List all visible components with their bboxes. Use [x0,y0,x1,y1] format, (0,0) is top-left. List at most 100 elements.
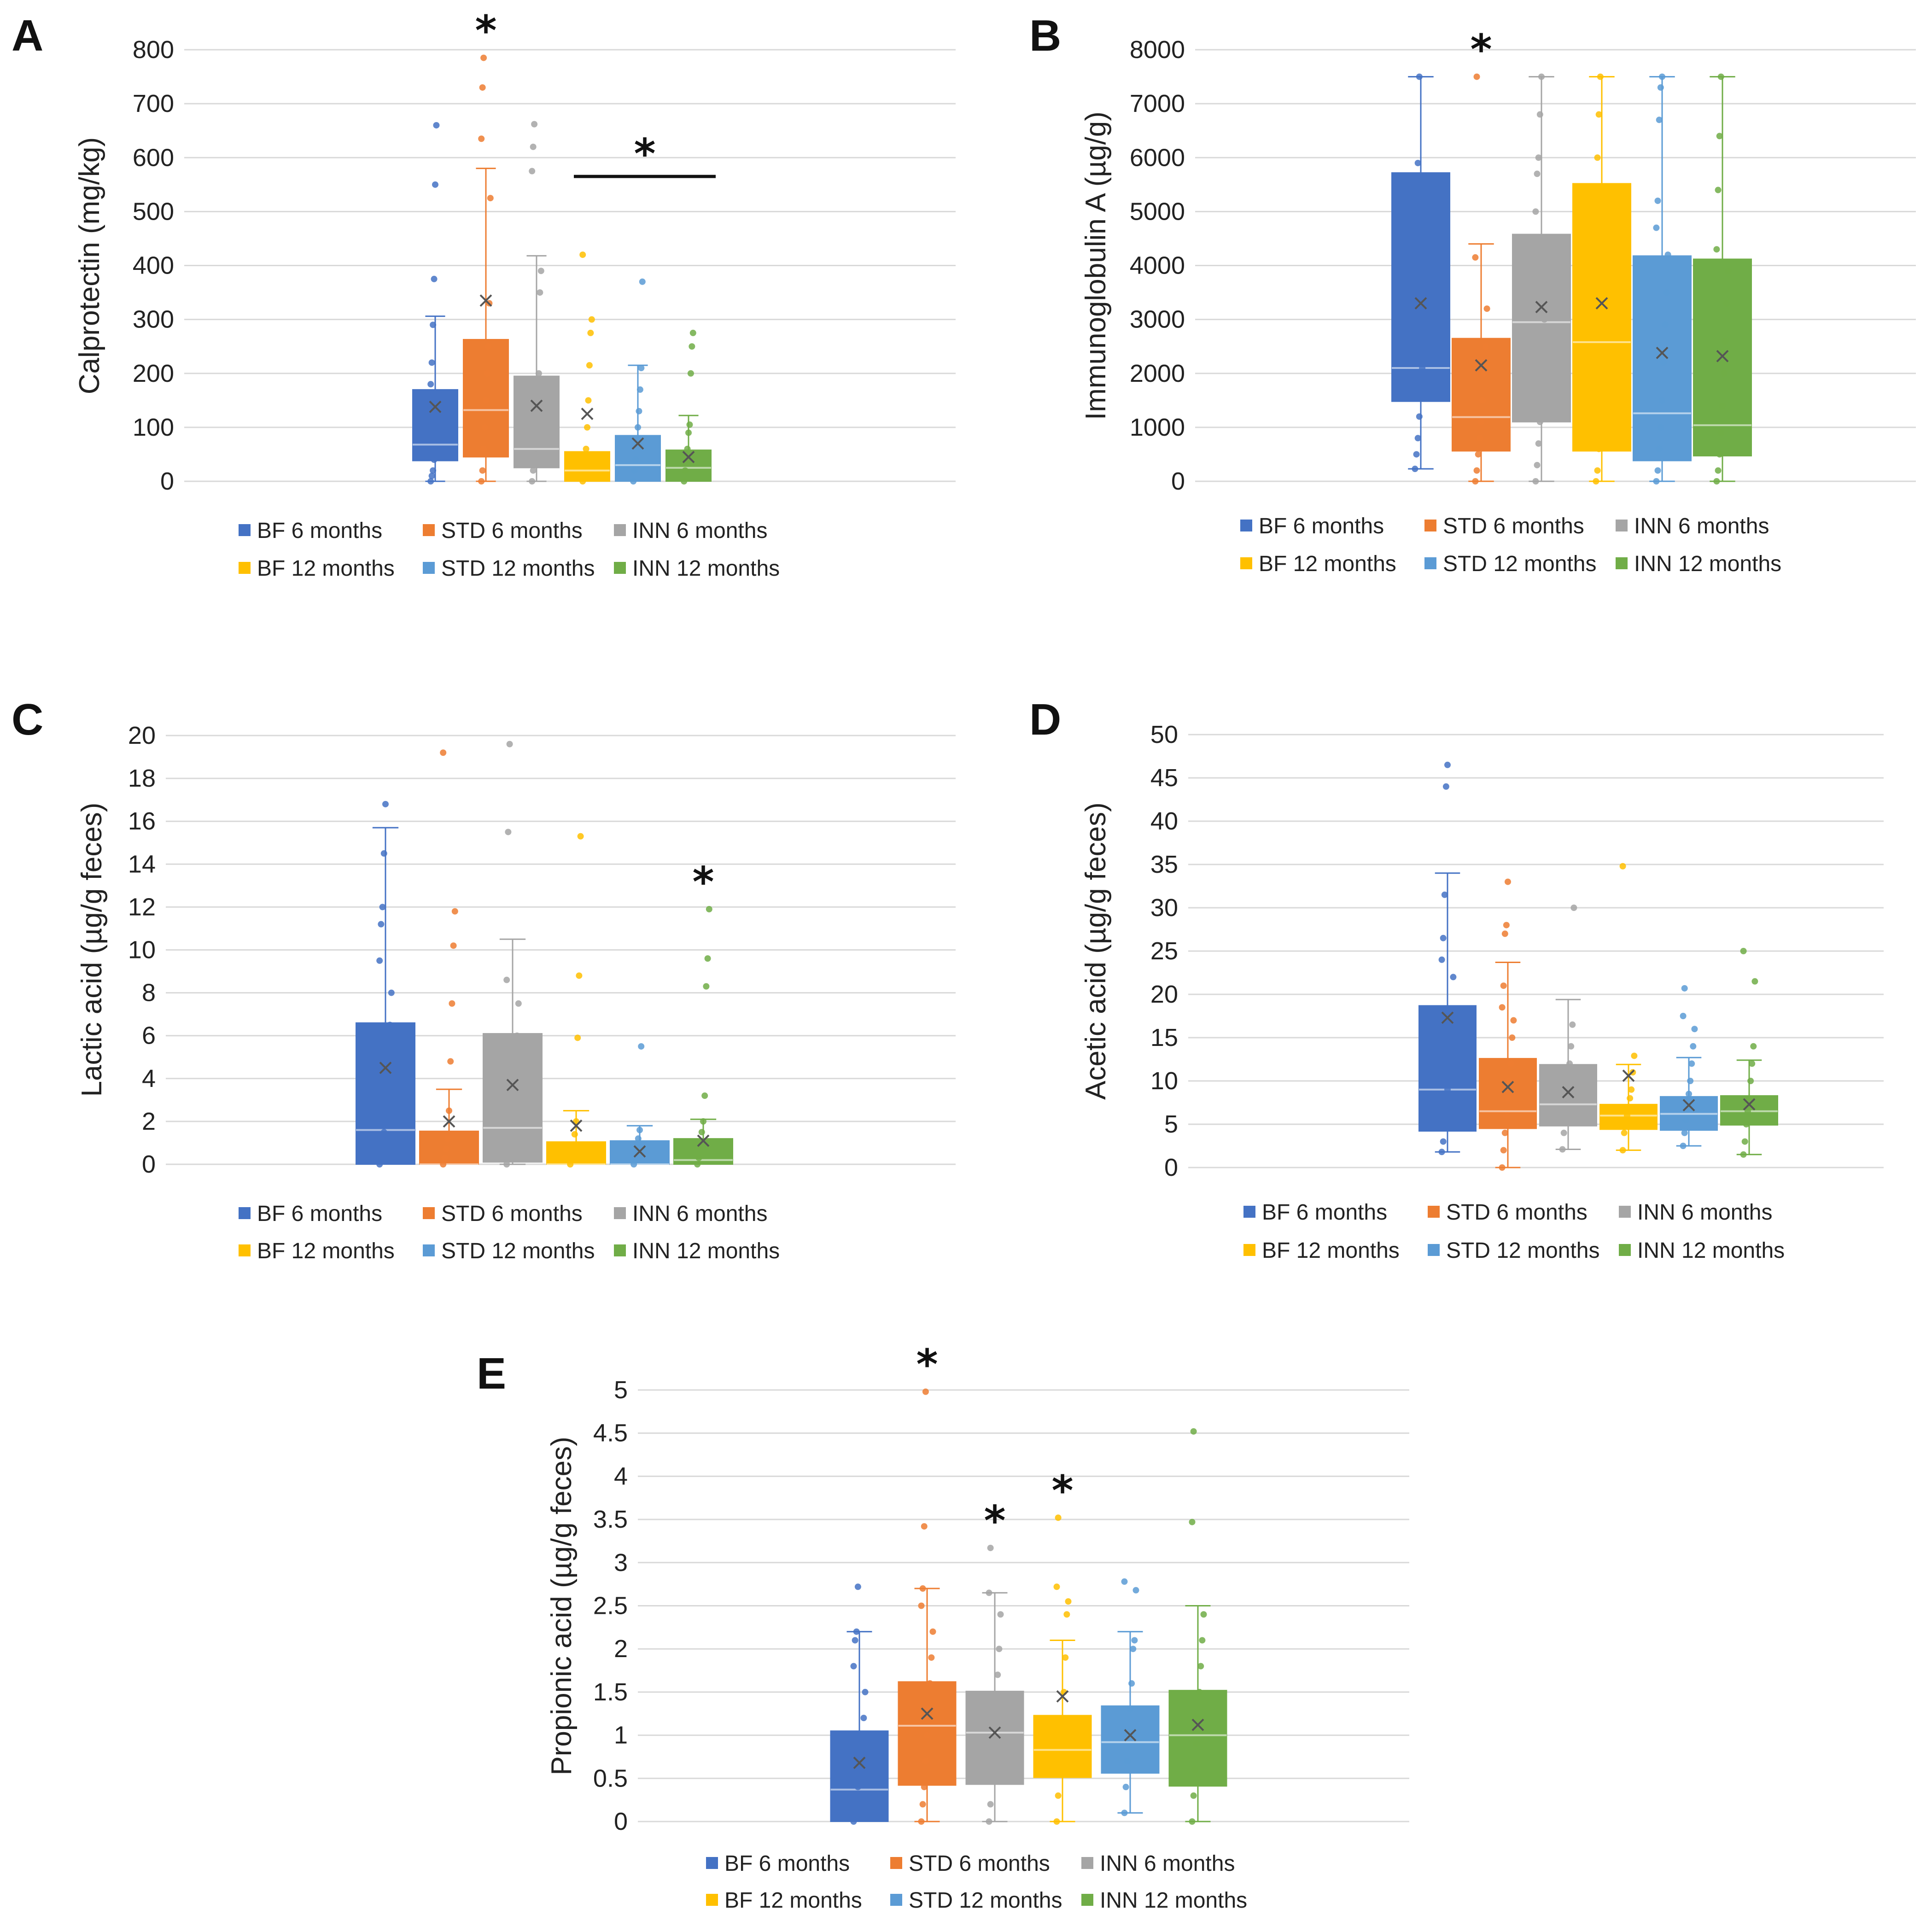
data-point [532,435,539,442]
legend-swatch [1081,1894,1093,1906]
data-point [1442,783,1449,790]
data-point [1713,246,1720,253]
data-point [1691,1026,1698,1033]
significance-star: * [634,130,655,178]
data-point [1199,1637,1206,1644]
data-point [1422,310,1429,317]
data-point [1128,1680,1135,1687]
legend-swatch [614,1244,626,1256]
series-5 [1720,948,1778,1158]
data-point [996,1646,1003,1653]
legend-swatch [706,1894,718,1906]
panel-b: B 0 1000 2000 3000 4000 5000 6000 7000 8000 Immuno… [1029,11,1916,576]
data-point [1597,73,1604,80]
data-point [1196,1688,1203,1695]
data-point [433,435,440,442]
data-point [1483,305,1490,312]
data-point [922,1388,929,1395]
data-point [1747,1078,1754,1084]
legend-swatch [1243,1244,1255,1256]
data-point [1418,391,1424,398]
data-point [1121,1810,1128,1816]
y-tick-label: 16 [128,807,156,835]
legend-swatch [1428,1206,1440,1218]
data-point [862,1688,869,1695]
data-point [1538,381,1545,388]
data-point [433,122,440,128]
y-tick-label: 300 [133,306,174,333]
data-point [1653,224,1660,231]
data-point [698,1129,705,1136]
data-point [1055,1792,1062,1799]
data-point [1447,1034,1454,1041]
data-point [918,1818,925,1825]
data-point [1441,891,1448,898]
data-point [1413,197,1420,204]
data-point [700,1118,706,1125]
legend-swatch [423,1244,435,1256]
legend: BF 6 months STD 6 months INN 6 months BF 12… [706,1851,1247,1913]
mean-marker [1191,1718,1204,1731]
mean-marker [443,1115,455,1128]
legend-swatch [1424,520,1436,531]
data-point [378,1155,385,1162]
mean-marker [479,294,492,307]
data-point [388,989,395,996]
data-point [1749,1060,1756,1067]
data-point [687,370,694,377]
legend-label: BF 12 months [257,1239,395,1263]
data-point [1717,73,1724,80]
mean-marker [1656,346,1669,359]
data-point [1450,974,1457,981]
data-point [579,478,586,485]
data-point [1653,478,1660,485]
data-point [533,413,540,420]
data-point [1600,343,1607,350]
y-axis-label: Calprotectin (mg/kg) [74,137,105,394]
data-point [1059,1715,1066,1722]
data-point [1621,1129,1628,1136]
data-point [1532,478,1539,485]
data-point [483,397,489,404]
data-point [701,1092,708,1099]
data-point [1057,1740,1064,1747]
y-tick-label: 0.5 [593,1764,628,1792]
data-point [689,329,696,336]
legend-label: STD 12 months [441,1239,595,1263]
data-point [921,1784,928,1791]
legend-label: STD 12 months [1446,1238,1599,1263]
data-point [1534,461,1541,468]
y-axis-label: Acetic acid (µg/g feces) [1080,802,1112,1100]
data-point [579,251,586,258]
data-point [1744,1108,1751,1115]
box [1693,258,1752,456]
panel-e: E 0 0.5 1 1.5 2 2.5 3 3.5 4 4.5 5 Propionic acid (µg… [477,1341,1409,1913]
data-point [703,983,710,990]
data-point [568,1155,575,1162]
data-point [1594,154,1601,161]
data-point [503,976,510,983]
data-point [684,445,691,452]
data-point [567,1161,574,1168]
data-point [1717,429,1724,436]
box [1418,1005,1477,1132]
series-5 [1168,1428,1227,1825]
data-point [633,1144,640,1150]
data-point [682,467,689,474]
data-point [484,343,491,350]
series-0 [356,800,415,1168]
data-point [1444,1086,1451,1093]
legend-label: STD 12 months [441,556,595,581]
y-tick-label: 400 [133,252,174,280]
data-point [1473,73,1480,80]
significance-star: * [1051,1466,1073,1515]
data-point [1719,403,1726,409]
data-point [428,473,435,479]
series-4 [1101,1578,1160,1816]
y-tick-label: 6000 [1130,144,1185,171]
series-3 [1599,863,1658,1154]
y-axis-label: Lactic acid (µg/g feces) [76,803,108,1097]
legend-label: INN 12 months [1634,552,1781,576]
data-point [530,143,537,150]
